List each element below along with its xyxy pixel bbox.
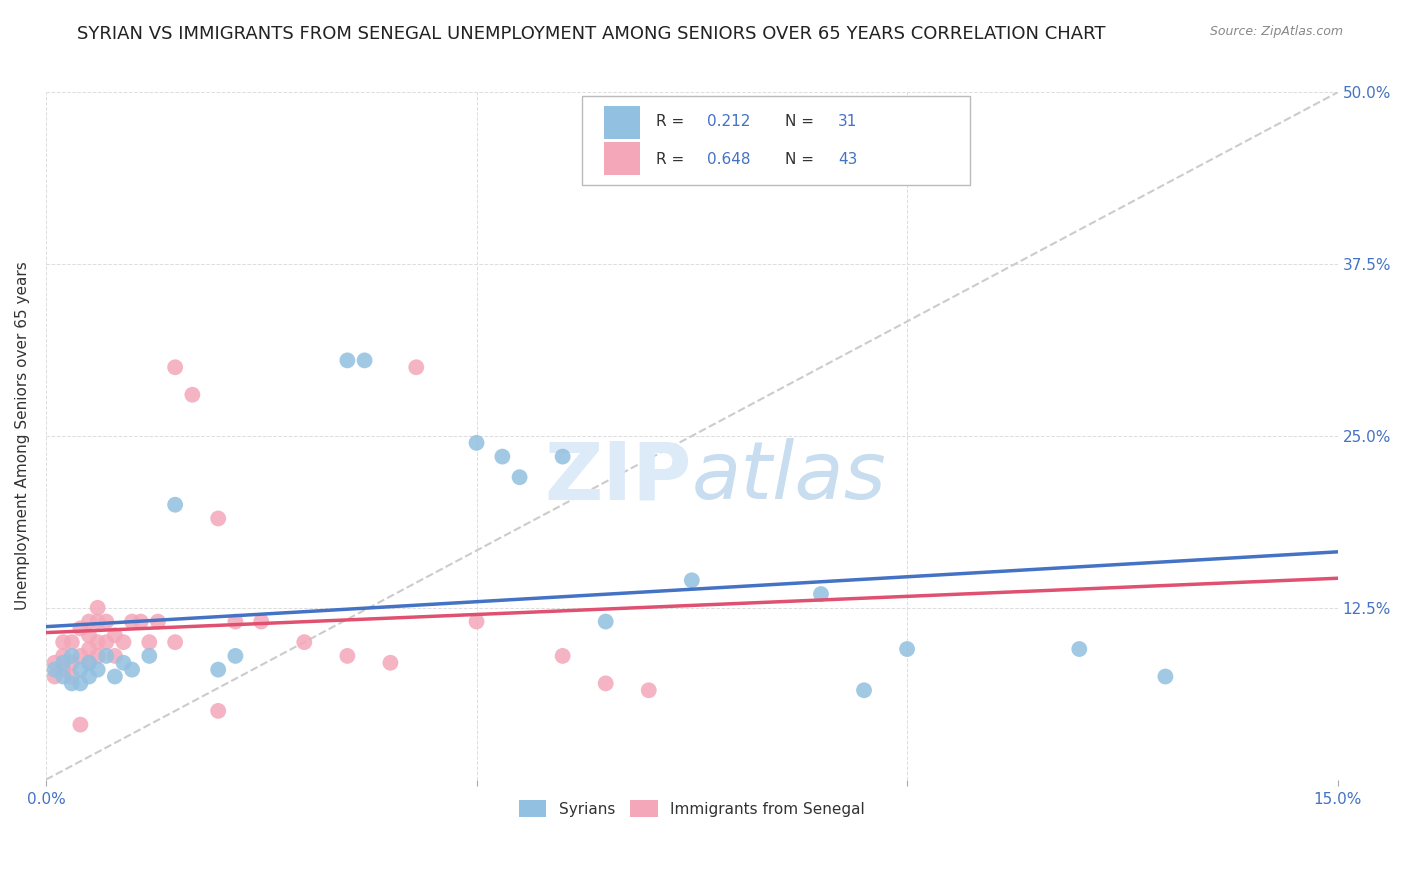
Point [405, 360, 427, 375]
Point [77, 669, 100, 683]
Point [77, 615, 100, 629]
Point [250, 615, 273, 629]
Point [810, 587, 832, 601]
Point [96, 635, 118, 649]
Point [336, 353, 359, 368]
Point [44, 669, 66, 683]
Point [138, 635, 160, 649]
Point [595, 615, 617, 629]
Point [165, 498, 187, 512]
Point [896, 642, 918, 657]
Point [224, 648, 246, 663]
Point [121, 615, 143, 629]
Point [104, 628, 127, 642]
Point [86, 648, 108, 663]
Point [336, 648, 359, 663]
Point [52, 635, 75, 649]
Point [60, 635, 83, 649]
Point [104, 648, 127, 663]
Point [121, 663, 143, 677]
Point [69, 621, 91, 635]
Point [207, 704, 229, 718]
Point [165, 635, 187, 649]
Text: 43: 43 [838, 152, 858, 167]
Point [165, 360, 187, 375]
Point [853, 683, 876, 698]
Point [44, 663, 66, 677]
Point [69, 717, 91, 731]
Text: N =: N = [785, 152, 818, 167]
Point [465, 615, 488, 629]
Point [104, 669, 127, 683]
Point [353, 353, 375, 368]
Point [292, 635, 315, 649]
Point [77, 656, 100, 670]
Point [69, 676, 91, 690]
Point [551, 648, 574, 663]
Text: R =: R = [655, 152, 689, 167]
Text: R =: R = [655, 114, 689, 129]
Point [207, 511, 229, 525]
Point [77, 656, 100, 670]
Point [77, 628, 100, 642]
Point [52, 663, 75, 677]
Point [595, 676, 617, 690]
Point [60, 676, 83, 690]
Point [181, 388, 204, 402]
Text: 31: 31 [838, 114, 858, 129]
Point [1069, 642, 1091, 657]
FancyBboxPatch shape [605, 106, 640, 139]
Point [138, 648, 160, 663]
Point [112, 656, 135, 670]
Text: 0.212: 0.212 [707, 114, 751, 129]
Point [681, 574, 703, 588]
FancyBboxPatch shape [605, 142, 640, 175]
Point [60, 669, 83, 683]
Point [637, 683, 659, 698]
Point [86, 635, 108, 649]
Point [52, 669, 75, 683]
Point [60, 648, 83, 663]
Text: SYRIAN VS IMMIGRANTS FROM SENEGAL UNEMPLOYMENT AMONG SENIORS OVER 65 YEARS CORRE: SYRIAN VS IMMIGRANTS FROM SENEGAL UNEMPL… [77, 25, 1107, 43]
Point [52, 656, 75, 670]
Point [86, 663, 108, 677]
Text: Source: ZipAtlas.com: Source: ZipAtlas.com [1209, 25, 1343, 38]
Point [491, 450, 513, 464]
Point [207, 663, 229, 677]
Text: 0.648: 0.648 [707, 152, 751, 167]
Point [86, 615, 108, 629]
Point [77, 642, 100, 657]
Point [96, 615, 118, 629]
Point [69, 648, 91, 663]
Point [112, 635, 135, 649]
Point [1154, 669, 1177, 683]
Point [69, 663, 91, 677]
FancyBboxPatch shape [582, 95, 970, 186]
Point [551, 450, 574, 464]
Point [380, 656, 402, 670]
Text: atlas: atlas [692, 438, 887, 516]
Point [86, 600, 108, 615]
Point [224, 615, 246, 629]
Point [60, 656, 83, 670]
Point [146, 615, 169, 629]
Point [509, 470, 531, 484]
Point [52, 648, 75, 663]
Point [96, 648, 118, 663]
Text: ZIP: ZIP [544, 438, 692, 516]
Point [465, 435, 488, 450]
Point [129, 615, 152, 629]
Text: N =: N = [785, 114, 818, 129]
Legend: Syrians, Immigrants from Senegal: Syrians, Immigrants from Senegal [513, 794, 870, 823]
Point [44, 656, 66, 670]
Y-axis label: Unemployment Among Seniors over 65 years: Unemployment Among Seniors over 65 years [15, 261, 30, 610]
